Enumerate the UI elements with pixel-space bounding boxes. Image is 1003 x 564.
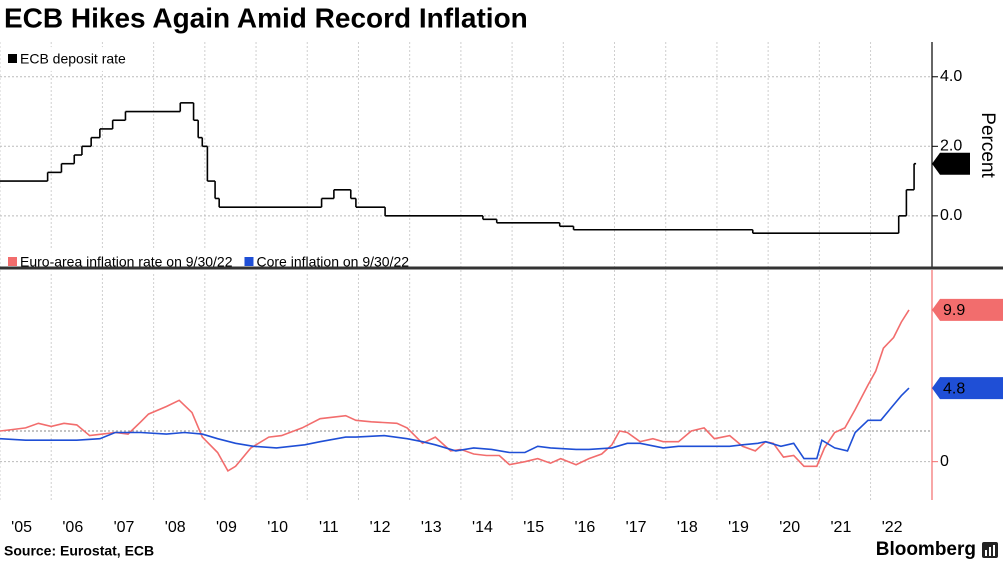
- value-badge-label: 9.9: [943, 302, 965, 319]
- legend-swatch: [8, 257, 17, 266]
- x-tick-label: '14: [472, 519, 493, 536]
- y-axis-label: Percent: [977, 112, 998, 178]
- x-tick-label: '13: [421, 519, 442, 536]
- x-tick-label: '05: [11, 519, 32, 536]
- series-line: [0, 309, 910, 473]
- x-tick-label: '10: [267, 519, 288, 536]
- value-badge-label: 1.5: [943, 156, 965, 173]
- value-badge: [932, 298, 1003, 321]
- x-tick-label: '12: [370, 519, 391, 536]
- legend-label: ECB deposit rate: [20, 51, 126, 67]
- x-tick-label: '09: [216, 519, 237, 536]
- value-badge-label: 4.8: [943, 380, 965, 397]
- y-tick-label: 2.0: [940, 138, 962, 155]
- series-line: [0, 387, 910, 460]
- legend: Euro-area inflation rate on 9/30/22 Core …: [3, 250, 419, 274]
- x-tick-label: '18: [677, 519, 698, 536]
- legend: ECB deposit rate: [3, 47, 135, 71]
- legend-swatch: [244, 257, 254, 266]
- x-tick-label: '06: [62, 519, 83, 536]
- x-tick-label: '16: [574, 519, 595, 536]
- y-tick-label: 0: [940, 453, 949, 470]
- x-tick-label: '21: [831, 519, 852, 536]
- x-tick-label: '22: [882, 519, 903, 536]
- source: Source: Eurostat, ECB: [4, 543, 154, 559]
- brand-icon-bar: [993, 545, 995, 556]
- brand-icon-bar: [989, 547, 991, 556]
- x-tick-label: '15: [523, 519, 544, 536]
- x-tick-label: '19: [728, 519, 749, 536]
- legend-label: Core inflation on 9/30/22: [256, 254, 409, 270]
- y-tick-label: 4.0: [940, 68, 962, 85]
- chart-title: ECB Hikes Again Amid Record Inflation: [4, 2, 528, 33]
- x-tick-label: '20: [779, 519, 800, 536]
- x-tick-label: '07: [114, 519, 135, 536]
- legend-bg: [3, 250, 419, 274]
- legend-bg: [3, 47, 135, 71]
- brand-icon: [982, 542, 998, 558]
- brand-icon-bar: [985, 550, 987, 556]
- x-tick-label: '11: [319, 519, 339, 536]
- legend-swatch: [8, 54, 17, 63]
- x-tick-label: '17: [626, 519, 647, 536]
- brand: Bloomberg: [876, 539, 976, 560]
- y-tick-label: 0.0: [940, 207, 962, 224]
- x-tick-label: '08: [165, 519, 186, 536]
- value-badge: [932, 152, 970, 175]
- legend-label: Euro-area inflation rate on 9/30/22: [20, 254, 233, 270]
- value-badge: [932, 377, 1003, 400]
